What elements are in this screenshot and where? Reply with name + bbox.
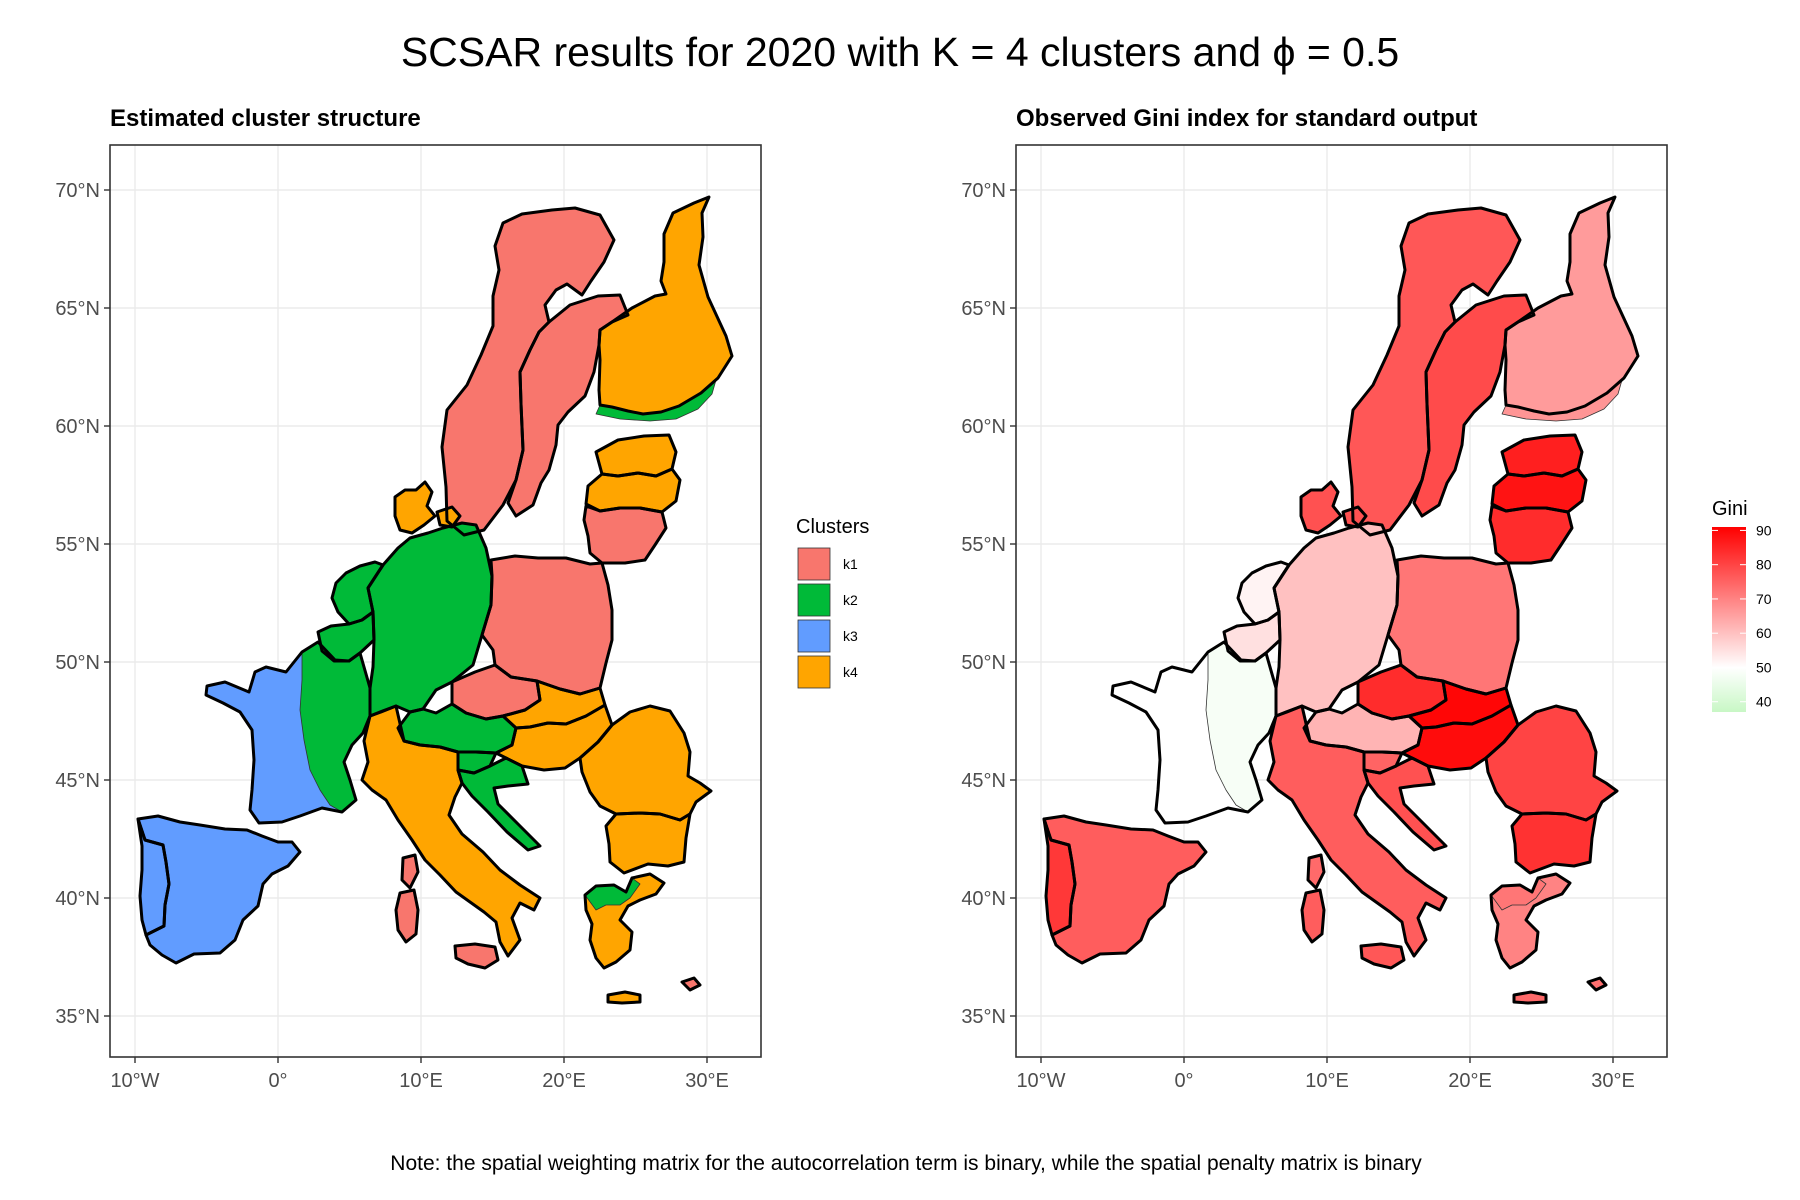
y-tick-label: 65°N (961, 298, 1006, 320)
y-tick-label: 45°N (961, 770, 1006, 792)
border-france (204, 640, 372, 825)
legend-swatch-k2 (797, 583, 831, 617)
legend-label-k4: k4 (843, 664, 858, 680)
left-axes: 10°W 0° 10°E 20°E 30°E 70°N 65°N 60°N 55°N 50°N 45… (55, 180, 728, 1092)
x-tick-label: 30°E (1591, 1070, 1635, 1092)
colorbar-label: 50 (1756, 659, 1772, 675)
legend-label-k2: k2 (843, 592, 858, 608)
border-france (1110, 640, 1278, 825)
left-panel-title: Estimated cluster structure (110, 105, 421, 132)
right-panel-title: Observed Gini index for standard output (1016, 105, 1477, 132)
main-title: SCSAR results for 2020 with K = 4 cluste… (401, 29, 1399, 75)
colorbar-label: 90 (1756, 522, 1772, 538)
y-tick-label: 50°N (961, 652, 1006, 674)
border-greece (1489, 872, 1572, 970)
x-tick-label: 0° (268, 1070, 287, 1092)
border-greece (583, 872, 666, 970)
border-belgium (316, 610, 376, 663)
region-lithuania (583, 505, 667, 564)
legend-swatch-k3 (797, 619, 831, 653)
y-tick-label: 55°N (961, 534, 1006, 556)
x-tick-label: 20°E (1448, 1070, 1492, 1092)
border-netherlands (1236, 560, 1291, 626)
colorbar-label: 60 (1756, 625, 1772, 641)
border-cyprus (680, 976, 702, 992)
border-italy (360, 704, 542, 958)
y-tick-label: 65°N (55, 298, 100, 320)
x-tick-label: 10°E (399, 1070, 443, 1092)
colorbar-label: 70 (1756, 591, 1772, 607)
x-tick-label: 30°E (685, 1070, 729, 1092)
gini-map-panel: Observed Gini index for standard output … (961, 105, 1668, 1092)
border-bulgaria (604, 811, 692, 875)
y-tick-label: 60°N (961, 416, 1006, 438)
x-tick-label: 20°E (542, 1070, 586, 1092)
border-lithuania (1488, 504, 1574, 565)
border-corsica (1306, 853, 1326, 890)
gini-legend: Gini 90 80 70 60 50 40 (1712, 498, 1772, 712)
border-denmark (393, 480, 462, 535)
y-tick-label: 40°N (961, 888, 1006, 910)
border-italy (1266, 704, 1448, 958)
region-estonia (595, 434, 677, 477)
cluster-map-panel: Estimated cluster structure 10°W 0° 10°E 20… (55, 105, 762, 1092)
border-corsica (400, 853, 420, 890)
border-lithuania (582, 504, 668, 565)
right-axes: 10°W 0° 10°E 20°E 30°E 70°N 65°N 60°N 55°N 50°N 45… (961, 180, 1634, 1092)
border-portugal (136, 817, 171, 937)
border-sweden (1412, 293, 1536, 518)
region-estonia (1501, 434, 1583, 477)
border-romania (1484, 704, 1619, 822)
x-tick-label: 10°W (1016, 1070, 1065, 1092)
legend-label-k1: k1 (843, 556, 858, 572)
border-belgium (1222, 610, 1282, 663)
border-crete (1512, 990, 1548, 1005)
border-cyprus (1586, 976, 1608, 992)
y-tick-label: 60°N (55, 416, 100, 438)
legend-swatch-k1 (797, 547, 831, 581)
x-tick-label: 10°W (110, 1070, 159, 1092)
left-panel-border (109, 144, 762, 1058)
legend-label-k3: k3 (843, 628, 858, 644)
right-panel-border (1015, 144, 1668, 1058)
footnote: Note: the spatial weighting matrix for t… (390, 1152, 1422, 1175)
region-lithuania (1489, 505, 1573, 564)
border-sicily (1359, 942, 1406, 970)
gini-colorbar (1712, 527, 1746, 712)
x-tick-label: 0° (1174, 1070, 1193, 1092)
border-sardinia (1300, 888, 1326, 944)
x-tick-label: 10°E (1305, 1070, 1349, 1092)
cluster-map (136, 195, 734, 1005)
border-portugal (1042, 817, 1077, 937)
y-tick-label: 45°N (55, 770, 100, 792)
border-bulgaria (1510, 811, 1598, 875)
y-tick-label: 40°N (55, 888, 100, 910)
y-tick-label: 70°N (55, 180, 100, 202)
gini-map (1042, 195, 1640, 1005)
border-netherlands (330, 560, 385, 626)
y-tick-label: 50°N (55, 652, 100, 674)
y-tick-label: 35°N (55, 1006, 100, 1028)
border-finland (597, 195, 734, 416)
border-croatia (456, 756, 542, 852)
colorbar-label: 80 (1756, 557, 1772, 573)
border-sicily (453, 942, 500, 970)
cluster-legend-title: Clusters (796, 516, 869, 538)
y-tick-label: 55°N (55, 534, 100, 556)
colorbar-label: 40 (1756, 694, 1772, 710)
gini-legend-title: Gini (1712, 498, 1748, 520)
border-finland (1503, 195, 1640, 416)
border-denmark (1299, 480, 1368, 535)
y-tick-label: 35°N (961, 1006, 1006, 1028)
y-tick-label: 70°N (961, 180, 1006, 202)
border-romania (578, 704, 713, 822)
legend-swatch-k4 (797, 655, 831, 689)
cluster-legend: Clusters k1 k2 k3 k4 (796, 516, 869, 689)
border-croatia (1362, 756, 1448, 852)
border-crete (606, 990, 642, 1005)
border-sardinia (394, 888, 420, 944)
border-sweden (506, 293, 630, 518)
